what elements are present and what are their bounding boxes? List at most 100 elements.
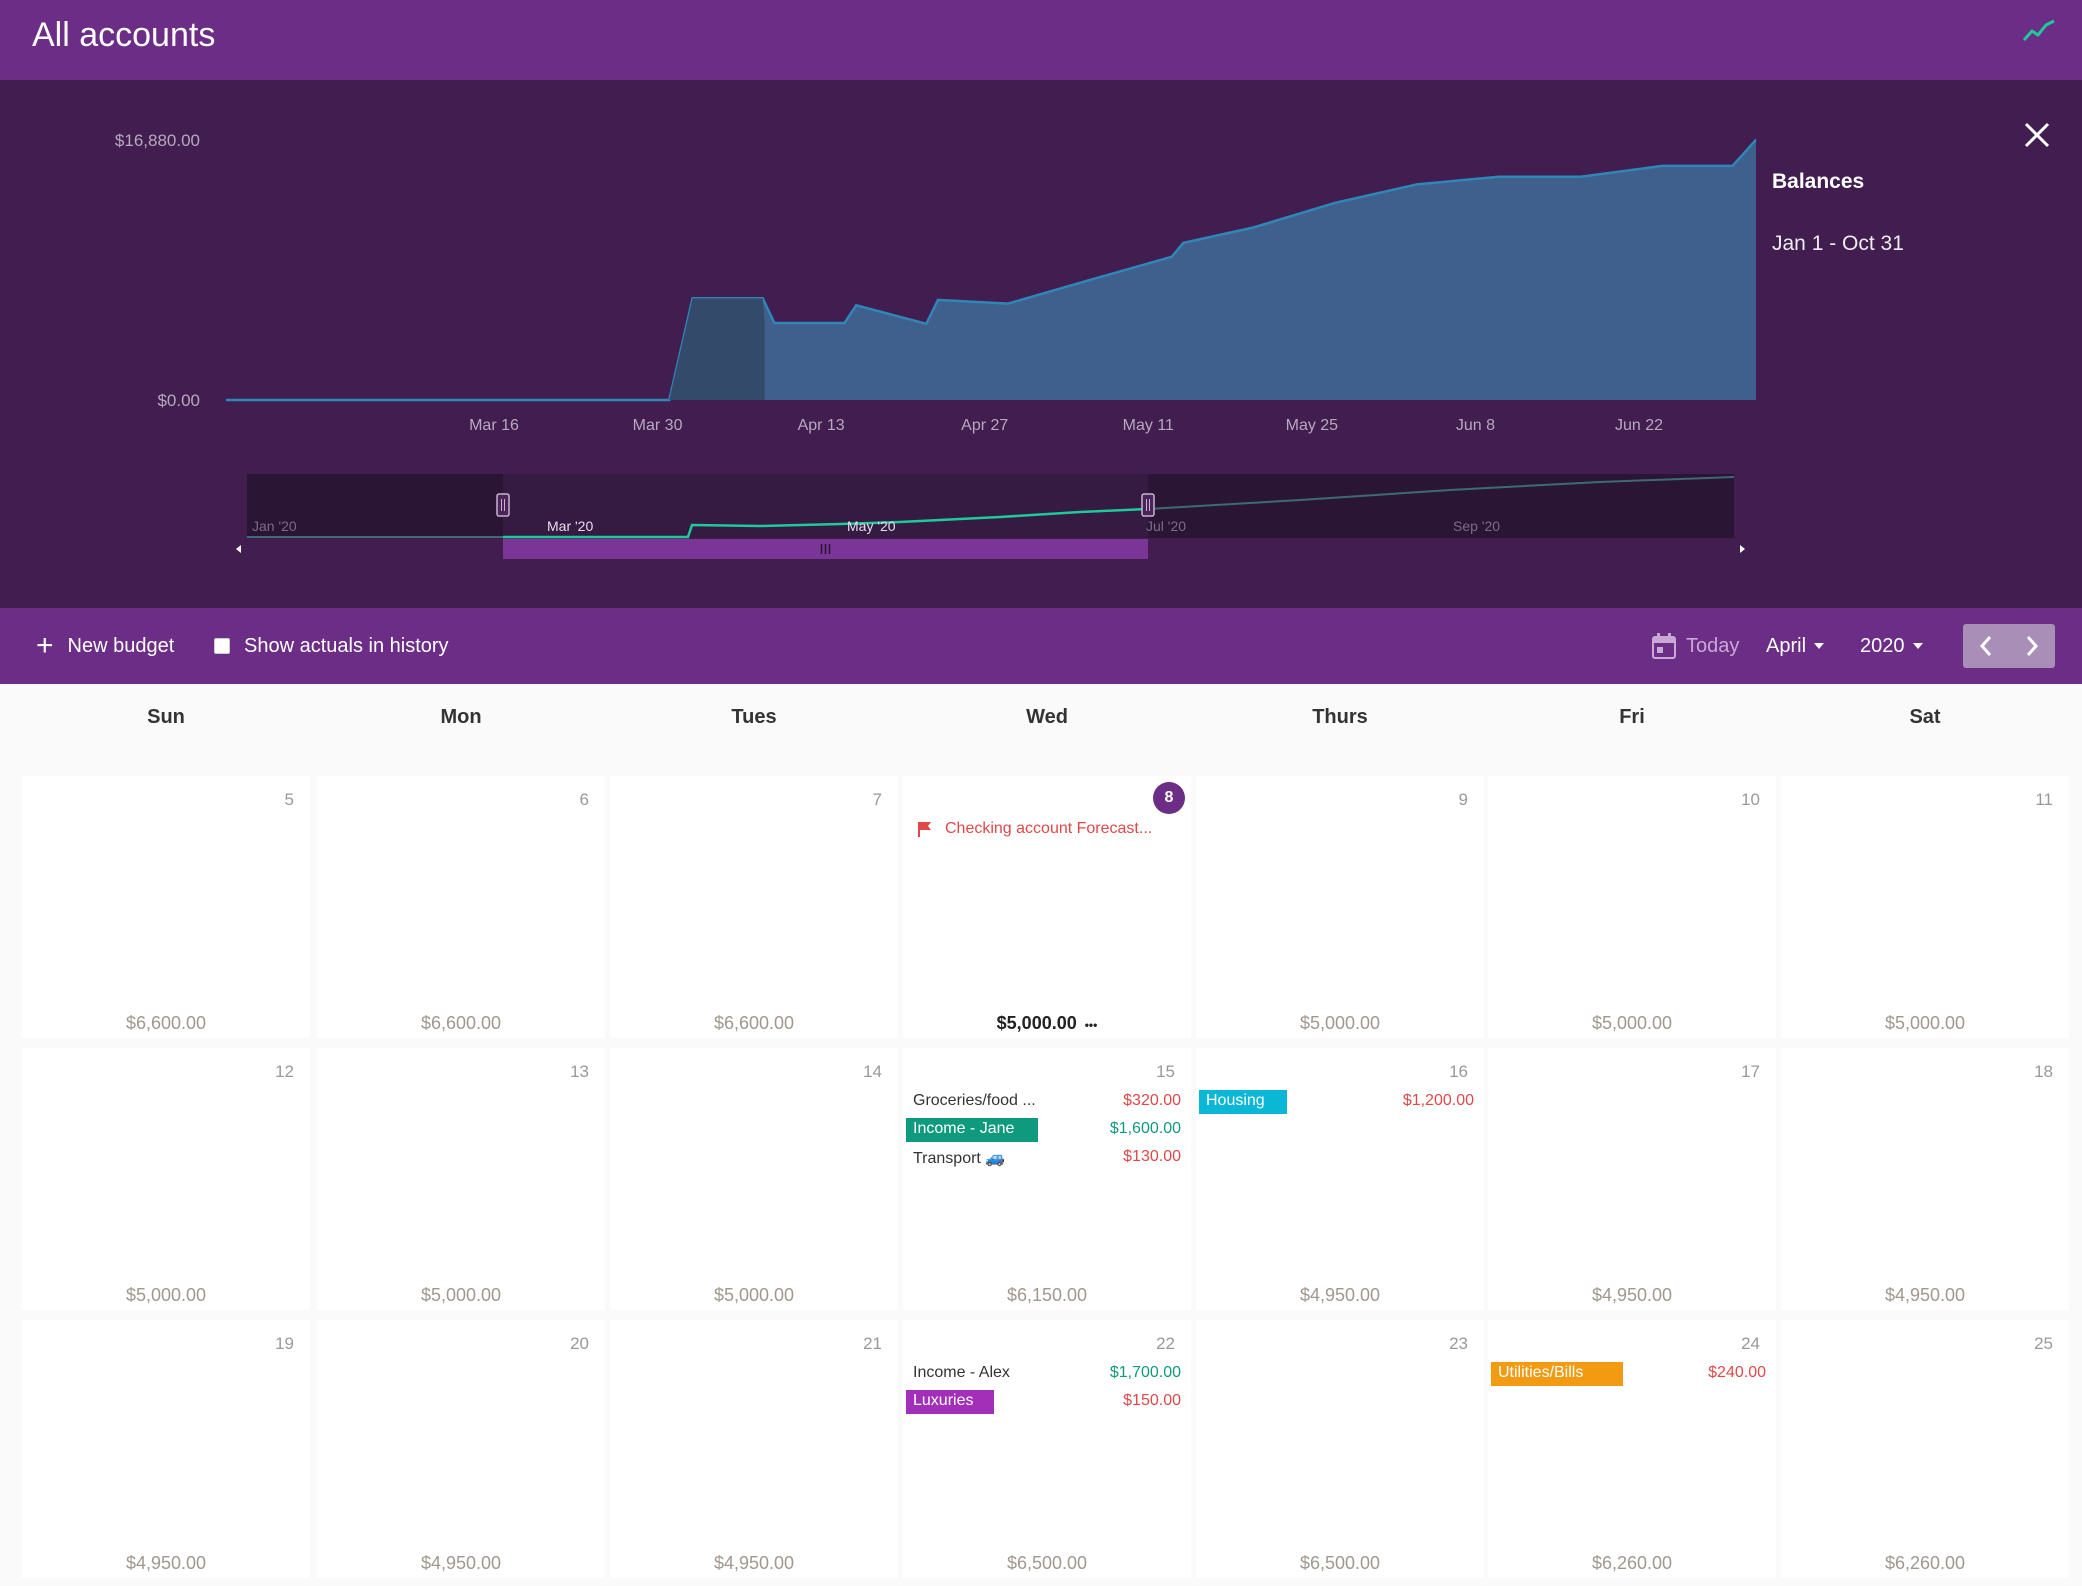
day-cell[interactable]: 22 Income - Alex $1,700.00 Luxuries $150.00 $… xyxy=(903,1320,1191,1578)
chart-navigator[interactable]: Jan '20 Mar '20 May '20 Jul '20 Sep '20 xyxy=(0,80,1760,608)
next-month-button[interactable] xyxy=(2009,624,2055,668)
scroll-left-icon[interactable] xyxy=(236,545,241,553)
day-balance: $6,150.00 xyxy=(903,1285,1191,1306)
day-cell[interactable]: 20 $4,950.00 xyxy=(317,1320,605,1578)
day-cell[interactable]: 21 $4,950.00 xyxy=(610,1320,898,1578)
entry-label: Utilities/Bills xyxy=(1491,1362,1623,1386)
month-nav xyxy=(1963,624,2055,668)
day-cell[interactable]: 17 $4,950.00 xyxy=(1488,1048,1776,1310)
day-cell[interactable]: 13 $5,000.00 xyxy=(317,1048,605,1310)
chart-date-range: Jan 1 - Oct 31 xyxy=(1772,232,1904,255)
day-number: 7 xyxy=(872,790,882,809)
day-cell[interactable]: 9 $5,000.00 xyxy=(1196,776,1484,1038)
day-number: 23 xyxy=(1449,1334,1468,1353)
day-cell[interactable]: 24 Utilities/Bills $240.00 $6,260.00 xyxy=(1488,1320,1776,1578)
day-cell[interactable]: 8 Checking account Forecast... $5,000.00 ••… xyxy=(903,776,1191,1038)
weekday-header: Sat xyxy=(1909,706,1941,728)
balance-chart-panel: $16,880.00 $0.00 Mar 16 Mar 30 Apr 13 Apr 27 M… xyxy=(0,80,2082,608)
day-number: 11 xyxy=(2035,790,2053,809)
day-number: 21 xyxy=(863,1334,882,1353)
navigator-label: Mar '20 xyxy=(547,518,593,534)
month-value: April xyxy=(1766,634,1807,657)
show-actuals-label: Show actuals in history xyxy=(244,634,449,657)
day-balance-value: $5,000.00 xyxy=(1299,1013,1381,1033)
day-balance: $5,000.00 xyxy=(22,1285,310,1306)
day-cell[interactable]: 7 $6,600.00 xyxy=(610,776,898,1038)
close-icon[interactable] xyxy=(2022,120,2052,150)
show-actuals-checkbox[interactable] xyxy=(214,638,230,654)
day-balance: $4,950.00 xyxy=(610,1553,898,1574)
day-cell[interactable]: 16 Housing $1,200.00 $4,950.00 xyxy=(1196,1048,1484,1310)
day-balance: $6,600.00 xyxy=(610,1013,898,1034)
budget-entry[interactable]: Groceries/food ... $320.00 xyxy=(903,1090,1191,1114)
day-cell[interactable]: 25 $6,260.00 xyxy=(1781,1320,2069,1578)
day-balance-value: $6,260.00 xyxy=(1884,1553,1966,1573)
day-cell[interactable]: 12 $5,000.00 xyxy=(22,1048,310,1310)
day-balance-value: $4,950.00 xyxy=(1591,1285,1673,1305)
day-balance-value: $4,950.00 xyxy=(125,1553,207,1573)
navigator-label: Jul '20 xyxy=(1146,518,1186,534)
day-cell[interactable]: 5 $6,600.00 xyxy=(22,776,310,1038)
y-tick-label: $0.00 xyxy=(157,391,200,410)
day-cell[interactable]: 23 $6,500.00 xyxy=(1196,1320,1484,1578)
forecast-item[interactable]: Checking account Forecast... xyxy=(917,820,1152,838)
day-balance-value: $5,000.00 xyxy=(1591,1013,1673,1033)
weekday-header: Fri xyxy=(1619,706,1645,728)
prev-month-button[interactable] xyxy=(1963,624,2009,668)
weekday-header: Sun xyxy=(147,706,185,728)
entry-label: Transport 🚙 xyxy=(913,1150,1006,1167)
navigator-handle[interactable] xyxy=(1141,493,1155,517)
weekday-header: Wed xyxy=(1026,706,1068,728)
budget-entry[interactable]: Housing $1,200.00 xyxy=(1196,1090,1484,1114)
flag-icon xyxy=(918,822,931,837)
trend-line-icon[interactable] xyxy=(2022,18,2056,44)
day-number: 5 xyxy=(284,790,294,809)
day-balance-value: $5,000.00 xyxy=(996,1013,1077,1033)
navigator-handle[interactable] xyxy=(496,493,510,517)
entry-amount: $320.00 xyxy=(1123,1092,1181,1109)
day-balance-value: $5,000.00 xyxy=(420,1285,502,1305)
selected-range-shade xyxy=(653,298,765,400)
x-tick-label: Mar 30 xyxy=(633,417,683,434)
y-tick-label: $16,880.00 xyxy=(115,131,200,150)
day-balance-value: $5,000.00 xyxy=(713,1285,795,1305)
day-cell[interactable]: 19 $4,950.00 xyxy=(22,1320,310,1578)
navigator-label: Sep '20 xyxy=(1453,518,1500,534)
day-balance: $6,260.00 xyxy=(1488,1553,1776,1574)
year-value: 2020 xyxy=(1860,634,1905,657)
scroll-right-icon[interactable] xyxy=(1740,545,1745,553)
day-cell[interactable]: 11 $5,000.00 xyxy=(1781,776,2069,1038)
app-header: All accounts xyxy=(0,0,2082,80)
balance-area xyxy=(226,140,1756,400)
day-balance: $4,950.00 xyxy=(1488,1285,1776,1306)
chevron-down-icon xyxy=(1814,643,1825,649)
day-number: 10 xyxy=(1741,790,1760,809)
day-balance: $6,600.00 xyxy=(22,1013,310,1034)
day-balance-value: $6,260.00 xyxy=(1591,1553,1673,1573)
day-number: 6 xyxy=(579,790,589,809)
chevron-right-icon xyxy=(2026,636,2039,656)
day-balance: $6,500.00 xyxy=(903,1553,1191,1574)
x-tick-label: May 25 xyxy=(1286,417,1339,434)
day-cell[interactable]: 6 $6,600.00 xyxy=(317,776,605,1038)
new-budget-button[interactable]: + New budget xyxy=(36,630,174,662)
day-balance: $5,000.00 ••• xyxy=(903,1013,1191,1034)
day-balance: $5,000.00 xyxy=(317,1285,605,1306)
entry-amount: $130.00 xyxy=(1123,1148,1181,1165)
year-select[interactable]: 2020 xyxy=(1860,630,1923,662)
day-number: 20 xyxy=(570,1334,589,1353)
day-cell[interactable]: 14 $5,000.00 xyxy=(610,1048,898,1310)
day-cell[interactable]: 10 $5,000.00 xyxy=(1488,776,1776,1038)
month-select[interactable]: April xyxy=(1766,630,1825,662)
day-cell[interactable]: 15 Groceries/food ... $320.00 Income - Jane… xyxy=(903,1048,1191,1310)
today-button[interactable]: Today xyxy=(1652,630,1739,662)
show-actuals-toggle[interactable]: Show actuals in history xyxy=(214,630,449,662)
budget-entry[interactable]: Income - Jane $1,600.00 xyxy=(903,1118,1191,1142)
budget-entry[interactable]: Transport 🚙 $130.00 xyxy=(903,1146,1191,1170)
day-cell[interactable]: 18 $4,950.00 xyxy=(1781,1048,2069,1310)
more-options-icon[interactable]: ••• xyxy=(1084,1018,1098,1032)
budget-entry[interactable]: Luxuries $150.00 xyxy=(903,1390,1191,1414)
day-balance: $5,000.00 xyxy=(1781,1013,2069,1034)
budget-entry[interactable]: Income - Alex $1,700.00 xyxy=(903,1362,1191,1386)
budget-entry[interactable]: Utilities/Bills $240.00 xyxy=(1488,1362,1776,1386)
